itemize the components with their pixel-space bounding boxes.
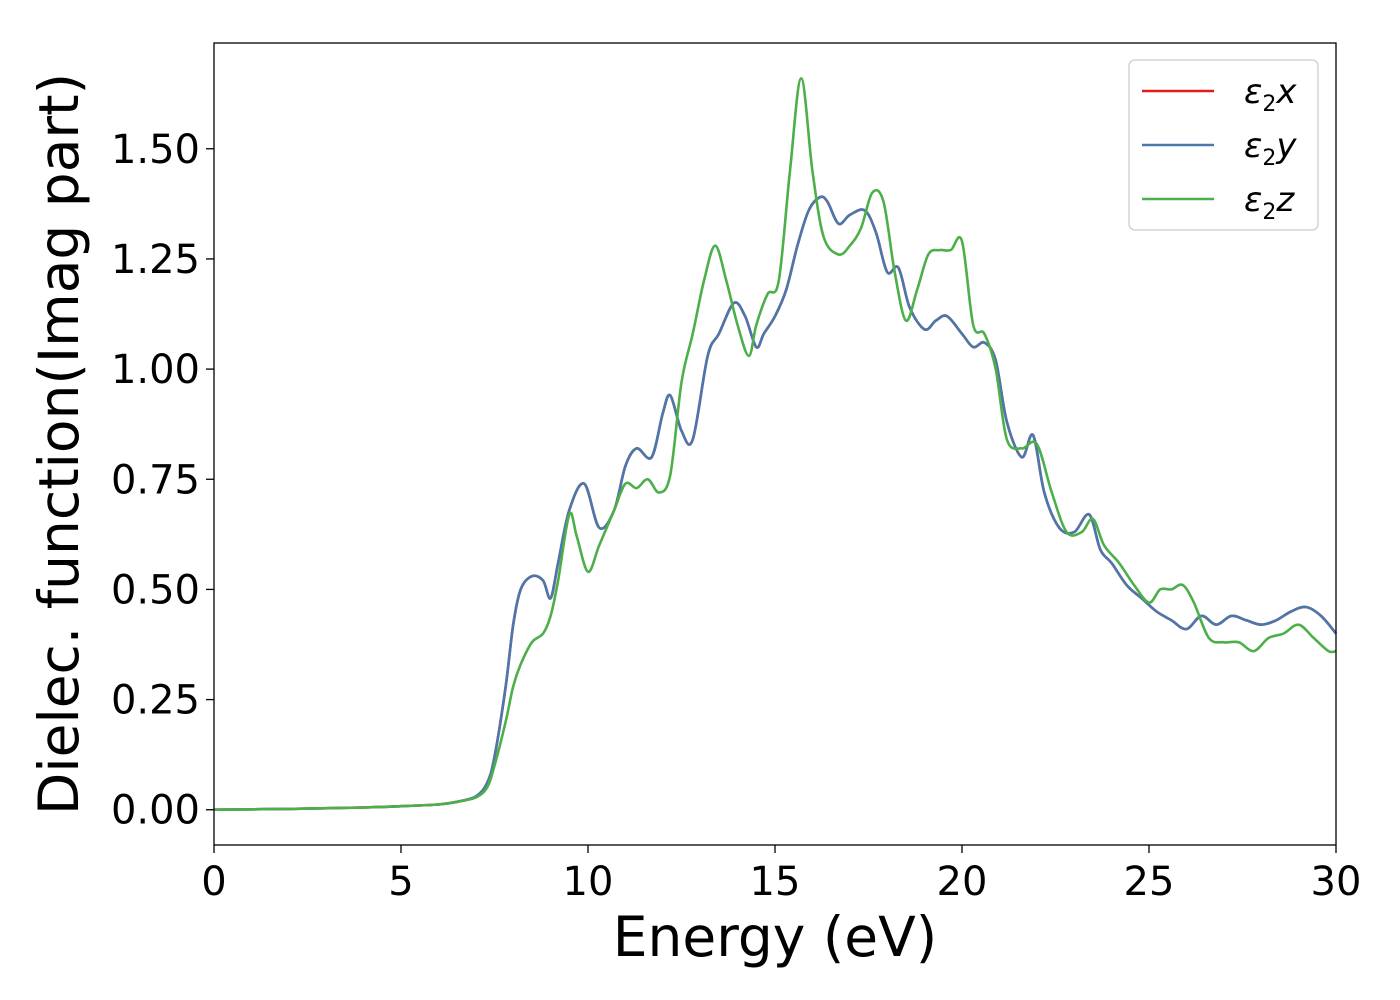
y-tick-label: 0.25 [111, 678, 200, 724]
x-tick-label: 15 [750, 859, 801, 905]
y-tick-label: 1.50 [111, 127, 200, 173]
x-tick-label: 30 [1311, 859, 1362, 905]
y-tick-label: 0.75 [111, 457, 200, 503]
x-axis-ticks: 0 5 10 15 20 25 30 [201, 845, 1361, 905]
x-tick-label: 0 [201, 859, 226, 905]
x-tick-label: 10 [563, 859, 614, 905]
x-axis-title: Energy (eV) [613, 905, 937, 969]
y-tick-label: 0.50 [111, 567, 200, 613]
y-axis-ticks: 0.00 0.25 0.50 0.75 1.00 1.25 1.50 [111, 127, 214, 834]
x-tick-label: 20 [937, 859, 988, 905]
x-tick-label: 5 [388, 859, 413, 905]
series-layer [213, 77, 1338, 811]
legend: ε2x ε2y ε2z [1128, 59, 1319, 231]
y-tick-label: 1.25 [111, 237, 200, 283]
legend-label-y: ε2y [1244, 126, 1297, 171]
y-axis-title: Dielec. function(Imag part) [27, 73, 91, 815]
legend-label-x: ε2x [1244, 72, 1297, 117]
legend-label-z: ε2z [1244, 180, 1295, 225]
y-tick-label: 0.00 [111, 788, 200, 834]
legend-box [1128, 59, 1319, 231]
x-tick-label: 25 [1124, 859, 1175, 905]
series-line-z [213, 77, 1337, 811]
y-tick-label: 1.00 [111, 347, 200, 393]
